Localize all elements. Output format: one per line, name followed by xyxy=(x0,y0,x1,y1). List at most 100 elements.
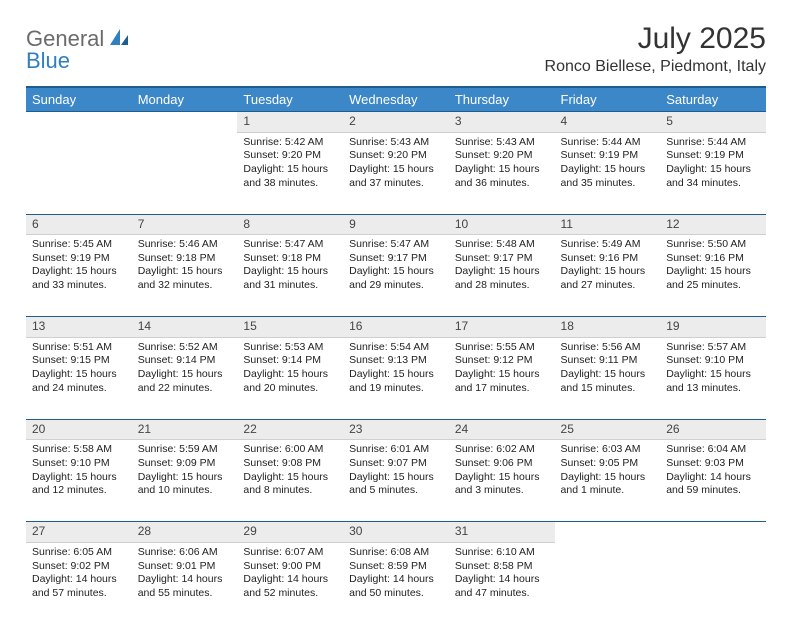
day-content-cell: Sunrise: 6:01 AMSunset: 9:07 PMDaylight:… xyxy=(343,440,449,522)
day-content-cell: Sunrise: 5:44 AMSunset: 9:19 PMDaylight:… xyxy=(660,132,766,214)
sunset-line: Sunset: 8:58 PM xyxy=(455,560,549,574)
calendar-table: SundayMondayTuesdayWednesdayThursdayFrid… xyxy=(26,86,766,624)
sunset-line: Sunset: 9:10 PM xyxy=(32,457,126,471)
sunrise-line: Sunrise: 5:53 AM xyxy=(243,341,337,355)
daylight-line: Daylight: 15 hours and 5 minutes. xyxy=(349,471,443,498)
sunrise-line: Sunrise: 6:05 AM xyxy=(32,546,126,560)
sunrise-line: Sunrise: 5:49 AM xyxy=(561,238,655,252)
sunset-line: Sunset: 9:15 PM xyxy=(32,354,126,368)
day-number-cell: 4 xyxy=(555,112,661,133)
daylight-line: Daylight: 15 hours and 12 minutes. xyxy=(32,471,126,498)
daylight-line: Daylight: 15 hours and 3 minutes. xyxy=(455,471,549,498)
day-content-cell: Sunrise: 6:06 AMSunset: 9:01 PMDaylight:… xyxy=(132,542,238,624)
daylight-line: Daylight: 15 hours and 19 minutes. xyxy=(349,368,443,395)
weekday-header: Saturday xyxy=(660,87,766,112)
sunrise-line: Sunrise: 5:59 AM xyxy=(138,443,232,457)
sunset-line: Sunset: 9:10 PM xyxy=(666,354,760,368)
header: General July 2025 Ronco Biellese, Piedmo… xyxy=(26,22,766,76)
day-number-row: 12345 xyxy=(26,112,766,133)
day-number-cell: 30 xyxy=(343,522,449,543)
day-number-cell: 28 xyxy=(132,522,238,543)
sunrise-line: Sunrise: 5:50 AM xyxy=(666,238,760,252)
day-number-cell: 31 xyxy=(449,522,555,543)
sunrise-line: Sunrise: 5:43 AM xyxy=(455,136,549,150)
sunset-line: Sunset: 9:17 PM xyxy=(349,252,443,266)
daylight-line: Daylight: 14 hours and 47 minutes. xyxy=(455,573,549,600)
day-content-cell: Sunrise: 5:46 AMSunset: 9:18 PMDaylight:… xyxy=(132,235,238,317)
weekday-header: Wednesday xyxy=(343,87,449,112)
sunrise-line: Sunrise: 5:52 AM xyxy=(138,341,232,355)
day-number-cell: 21 xyxy=(132,419,238,440)
day-number-cell: 11 xyxy=(555,214,661,235)
month-title: July 2025 xyxy=(545,22,766,56)
day-number-cell: 27 xyxy=(26,522,132,543)
day-number-cell: 8 xyxy=(237,214,343,235)
daylight-line: Daylight: 14 hours and 52 minutes. xyxy=(243,573,337,600)
day-content-row: Sunrise: 5:58 AMSunset: 9:10 PMDaylight:… xyxy=(26,440,766,522)
sunset-line: Sunset: 9:07 PM xyxy=(349,457,443,471)
day-number-row: 6789101112 xyxy=(26,214,766,235)
logo-sail-icon xyxy=(108,27,130,52)
calendar-body: 12345Sunrise: 5:42 AMSunset: 9:20 PMDayl… xyxy=(26,112,766,625)
sunset-line: Sunset: 9:09 PM xyxy=(138,457,232,471)
day-number-row: 2728293031 xyxy=(26,522,766,543)
day-number-cell: 13 xyxy=(26,317,132,338)
daylight-line: Daylight: 15 hours and 17 minutes. xyxy=(455,368,549,395)
day-content-cell: Sunrise: 5:48 AMSunset: 9:17 PMDaylight:… xyxy=(449,235,555,317)
day-content-cell: Sunrise: 6:07 AMSunset: 9:00 PMDaylight:… xyxy=(237,542,343,624)
day-content-cell: Sunrise: 5:47 AMSunset: 9:17 PMDaylight:… xyxy=(343,235,449,317)
sunrise-line: Sunrise: 5:44 AM xyxy=(666,136,760,150)
sunset-line: Sunset: 9:16 PM xyxy=(561,252,655,266)
calendar-page: General July 2025 Ronco Biellese, Piedmo… xyxy=(0,0,792,644)
sunrise-line: Sunrise: 5:51 AM xyxy=(32,341,126,355)
sunrise-line: Sunrise: 5:45 AM xyxy=(32,238,126,252)
daylight-line: Daylight: 15 hours and 35 minutes. xyxy=(561,163,655,190)
day-number-cell: 12 xyxy=(660,214,766,235)
day-content-cell: Sunrise: 5:42 AMSunset: 9:20 PMDaylight:… xyxy=(237,132,343,214)
day-content-cell: Sunrise: 6:04 AMSunset: 9:03 PMDaylight:… xyxy=(660,440,766,522)
daylight-line: Daylight: 14 hours and 50 minutes. xyxy=(349,573,443,600)
day-number-cell: 2 xyxy=(343,112,449,133)
sunset-line: Sunset: 9:00 PM xyxy=(243,560,337,574)
sunset-line: Sunset: 9:06 PM xyxy=(455,457,549,471)
day-number-cell: 20 xyxy=(26,419,132,440)
daylight-line: Daylight: 15 hours and 25 minutes. xyxy=(666,265,760,292)
weekday-header: Friday xyxy=(555,87,661,112)
daylight-line: Daylight: 15 hours and 34 minutes. xyxy=(666,163,760,190)
daylight-line: Daylight: 15 hours and 33 minutes. xyxy=(32,265,126,292)
day-content-cell: Sunrise: 5:47 AMSunset: 9:18 PMDaylight:… xyxy=(237,235,343,317)
day-number-cell: 15 xyxy=(237,317,343,338)
day-number-row: 13141516171819 xyxy=(26,317,766,338)
day-number-cell: 9 xyxy=(343,214,449,235)
daylight-line: Daylight: 15 hours and 10 minutes. xyxy=(138,471,232,498)
weekday-header: Monday xyxy=(132,87,238,112)
sunrise-line: Sunrise: 5:43 AM xyxy=(349,136,443,150)
sunset-line: Sunset: 9:18 PM xyxy=(243,252,337,266)
day-content-cell: Sunrise: 6:10 AMSunset: 8:58 PMDaylight:… xyxy=(449,542,555,624)
daylight-line: Daylight: 15 hours and 28 minutes. xyxy=(455,265,549,292)
day-content-cell: Sunrise: 5:58 AMSunset: 9:10 PMDaylight:… xyxy=(26,440,132,522)
sunset-line: Sunset: 9:14 PM xyxy=(243,354,337,368)
daylight-line: Daylight: 15 hours and 32 minutes. xyxy=(138,265,232,292)
sunset-line: Sunset: 9:05 PM xyxy=(561,457,655,471)
daylight-line: Daylight: 15 hours and 8 minutes. xyxy=(243,471,337,498)
day-content-cell xyxy=(555,542,661,624)
daylight-line: Daylight: 15 hours and 1 minute. xyxy=(561,471,655,498)
day-content-cell: Sunrise: 6:08 AMSunset: 8:59 PMDaylight:… xyxy=(343,542,449,624)
day-content-row: Sunrise: 5:42 AMSunset: 9:20 PMDaylight:… xyxy=(26,132,766,214)
day-content-cell: Sunrise: 5:49 AMSunset: 9:16 PMDaylight:… xyxy=(555,235,661,317)
weekday-header: Thursday xyxy=(449,87,555,112)
sunrise-line: Sunrise: 6:08 AM xyxy=(349,546,443,560)
sunset-line: Sunset: 9:08 PM xyxy=(243,457,337,471)
day-number-cell: 26 xyxy=(660,419,766,440)
day-number-cell: 1 xyxy=(237,112,343,133)
day-content-cell: Sunrise: 5:55 AMSunset: 9:12 PMDaylight:… xyxy=(449,337,555,419)
daylight-line: Daylight: 15 hours and 13 minutes. xyxy=(666,368,760,395)
day-content-cell xyxy=(132,132,238,214)
day-content-cell: Sunrise: 5:51 AMSunset: 9:15 PMDaylight:… xyxy=(26,337,132,419)
daylight-line: Daylight: 14 hours and 57 minutes. xyxy=(32,573,126,600)
sunrise-line: Sunrise: 5:54 AM xyxy=(349,341,443,355)
day-content-cell: Sunrise: 5:50 AMSunset: 9:16 PMDaylight:… xyxy=(660,235,766,317)
sunrise-line: Sunrise: 5:47 AM xyxy=(243,238,337,252)
daylight-line: Daylight: 14 hours and 55 minutes. xyxy=(138,573,232,600)
